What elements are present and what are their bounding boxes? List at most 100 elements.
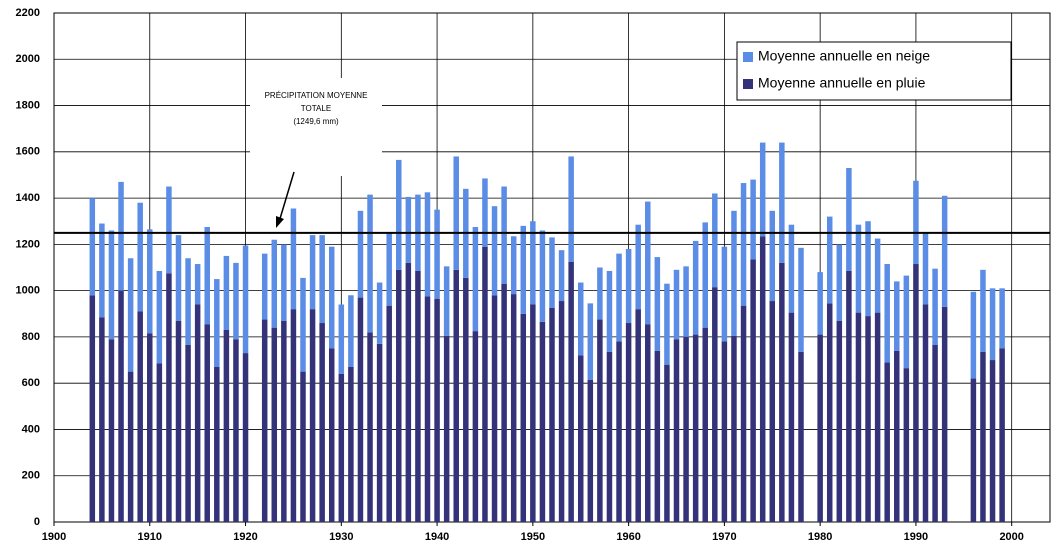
x-tick-label: 1940 [425,531,449,543]
x-tick-label: 1980 [808,531,832,543]
y-tick-label: 1000 [16,285,40,297]
bar-segment [453,269,459,522]
bar-segment [281,320,287,522]
x-tick-label: 1990 [904,531,928,543]
bar-segment [539,230,546,322]
bar-segment [108,339,115,522]
bar-segment [434,298,440,522]
bar-segment [587,303,594,380]
bar-segment [932,345,938,522]
bar-segment [185,345,191,522]
bar-segment [616,341,622,522]
bar-segment [779,142,785,263]
bar-segment [970,291,977,379]
bar-segment [750,259,756,522]
bar-segment [396,159,402,270]
bar-segment [855,312,862,522]
bar-segment [692,240,699,335]
bar-segment [577,355,584,522]
bar-segment [99,317,105,522]
bar-segment [348,366,354,522]
bar-segment [127,258,134,372]
bar-segment [903,275,910,369]
bar-segment [415,270,421,522]
bar-segment [788,224,795,313]
bar-segment [520,225,527,314]
y-tick-label: 2000 [16,53,40,65]
x-tick-label: 1900 [42,531,66,543]
bar-segment [290,309,297,522]
bar-segment [769,210,776,302]
bar-segment [999,348,1005,522]
bar-segment [261,253,268,320]
bar-segment [654,257,661,351]
bar-segment [549,237,555,308]
bar-segment [166,273,172,522]
bar-segment [214,279,220,367]
bar-segment [118,181,124,291]
y-tick-label: 600 [22,377,40,389]
bar-segment [338,373,345,522]
bar-segment [386,305,392,522]
bar-segment [376,282,383,344]
bar-segment [999,288,1005,349]
bar-segment [290,208,297,310]
y-tick-label: 800 [22,331,40,343]
bar-segment [147,229,153,334]
bar-segment [970,378,977,522]
bar-segment [520,313,527,522]
x-tick-label: 1930 [329,531,353,543]
bar-segment [740,305,747,522]
bar-segment [941,306,948,522]
x-tick-label: 2000 [999,531,1023,543]
bar-segment [453,156,459,270]
x-tick-label: 1970 [712,531,736,543]
bar-segment [156,270,163,364]
bar-segment [424,192,431,297]
bar-segment [175,235,182,321]
bar-segment [261,319,268,522]
bar-segment [271,239,278,328]
bar-segment [606,351,613,522]
bar-segment [549,307,555,522]
bar-segment [309,309,316,522]
bar-segment [156,363,163,522]
bar-segment [89,295,96,522]
bar-segment [319,323,325,522]
bar-segment [712,193,718,288]
y-tick-label: 200 [22,470,40,482]
bar-segment [242,245,249,354]
bar-segment [204,227,210,325]
bar-segment [137,202,143,312]
bar-segment [731,335,737,522]
bar-segment [491,295,498,522]
bar-segment [683,336,689,522]
bar-segment [779,262,785,522]
bar-segment [223,329,230,522]
bar-segment [597,267,603,320]
bar-segment [424,296,431,522]
bar-segment [338,304,345,374]
bar-segment [922,304,929,522]
bar-segment [127,371,134,522]
bar-segment [750,179,756,260]
bar-segment [328,348,335,522]
bar-segment [367,332,373,522]
arrow [278,171,295,223]
bar-segment [501,283,507,522]
bar-segment [472,331,479,522]
bar-segment [712,287,718,522]
bar-segment [357,210,364,298]
bar-segment [817,272,823,335]
bar-segment [874,238,881,313]
bar-segment [606,270,613,352]
bar-segment [386,232,392,306]
y-tick-label: 2200 [16,7,40,19]
bar-segment [367,194,373,333]
bar-segment [300,277,306,372]
bar-segment [836,244,843,321]
bar-segment [539,321,546,522]
bar-segment [721,246,728,342]
y-tick-label: 0 [34,516,40,528]
